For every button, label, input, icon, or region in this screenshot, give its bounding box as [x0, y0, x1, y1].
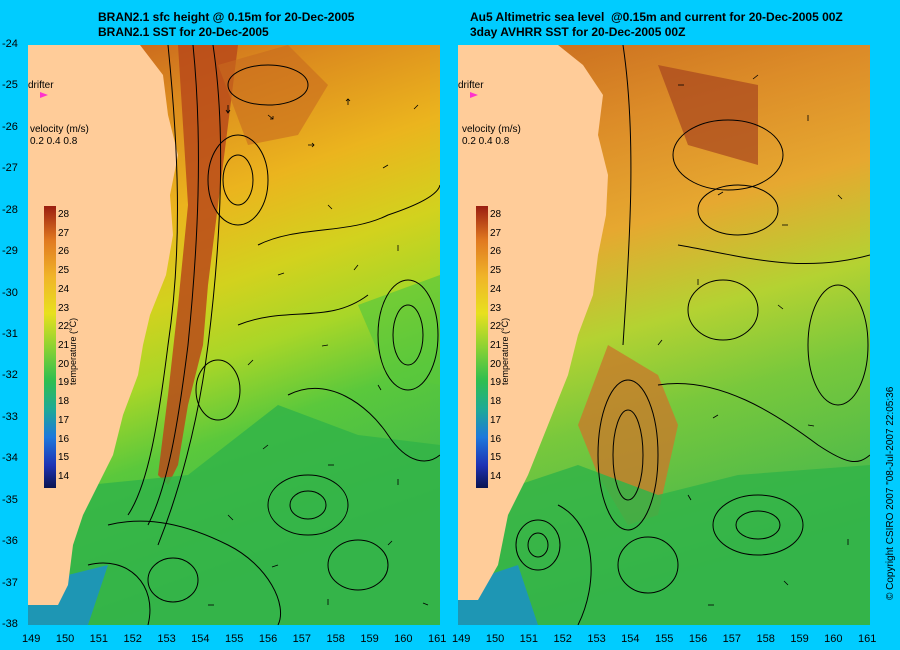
- right-drifter-label: drifter: [458, 80, 484, 91]
- copyright-text: © Copyright CSIRO 2007 "08-Jul-2007 22:0…: [885, 386, 896, 600]
- x-tick-label: 160: [824, 633, 843, 645]
- colorbar-value-label: 24: [490, 283, 502, 295]
- y-tick-label: -28: [2, 203, 18, 216]
- x-tick-label: 157: [722, 633, 742, 645]
- colorbar-value-label: 26: [58, 246, 70, 258]
- right-ssh-contours: [515, 45, 870, 625]
- colorbar-value-label: 25: [58, 265, 70, 277]
- x-tick-label: 149: [22, 633, 41, 645]
- x-tick-label: 161: [428, 633, 447, 645]
- y-tick-label: -32: [2, 369, 18, 382]
- y-tick-label: -33: [2, 410, 18, 423]
- colorbar-value-label: 22: [490, 321, 502, 333]
- x-tick-label: 156: [688, 633, 708, 645]
- colorbar-value-label: 20: [490, 358, 502, 370]
- left-map-panel: [28, 45, 440, 625]
- colorbar-value-label: 14: [490, 471, 502, 482]
- left-panel-title: BRAN2.1 sfc height @ 0.15m for 20-Dec-20…: [98, 10, 354, 40]
- x-tick-label: 155: [655, 633, 674, 645]
- y-tick-label: -31: [2, 328, 18, 340]
- x-tick-label: 159: [790, 633, 809, 645]
- y-tick-label: -26: [2, 120, 18, 133]
- right-title-line2: 3day AVHRR SST for 20-Dec-2005 00Z: [470, 25, 686, 39]
- colorbar-value-label: 28: [58, 209, 70, 220]
- left-title-line2: BRAN2.1 SST for 20-Dec-2005: [98, 25, 269, 39]
- colorbar-value-label: 18: [490, 396, 502, 408]
- x-tick-label: 154: [621, 633, 640, 645]
- right-colorbar: [476, 206, 488, 488]
- colorbar-value-label: 14: [58, 471, 70, 482]
- colorbar-value-label: 22: [58, 321, 70, 333]
- colorbar-value-label: 23: [58, 302, 70, 314]
- right-panel-title: Au5 Altimetric sea level @0.15m and curr…: [470, 10, 843, 40]
- colorbar-value-label: 28: [490, 209, 502, 220]
- colorbar-value-label: 27: [58, 227, 70, 239]
- colorbar-value-label: 18: [58, 396, 70, 408]
- x-tick-label: 161: [858, 633, 877, 645]
- x-tick-label: 157: [292, 633, 312, 645]
- x-tick-label: 150: [485, 633, 505, 645]
- right-drifter-marker-icon: [470, 92, 478, 98]
- y-tick-label: -37: [2, 576, 18, 589]
- colorbar-value-label: 27: [490, 227, 502, 239]
- x-tick-label: 149: [452, 633, 471, 645]
- left-drifter-marker-icon: [40, 92, 48, 98]
- x-tick-label: 156: [258, 633, 278, 645]
- left-velocity-title: velocity (m/s): [30, 124, 89, 135]
- colorbar-value-label: 24: [58, 283, 70, 295]
- left-drifter-label: drifter: [28, 80, 54, 91]
- left-velocity-scale: 0.2 0.4 0.8: [30, 136, 78, 147]
- right-colorbar-unit: temperature (°C): [500, 317, 510, 385]
- y-tick-label: -34: [2, 452, 18, 465]
- right-title-line1: Au5 Altimetric sea level @0.15m and curr…: [470, 10, 843, 24]
- x-tick-label: 151: [89, 633, 109, 645]
- x-tick-label: 159: [360, 633, 379, 645]
- colorbar-value-label: 26: [490, 246, 502, 258]
- colorbar-value-label: 16: [58, 433, 70, 445]
- colorbar-value-label: 15: [490, 452, 502, 464]
- colorbar-value-label: 16: [490, 433, 502, 445]
- left-map-svg: [28, 45, 440, 625]
- left-title-line1: BRAN2.1 sfc height @ 0.15m for 20-Dec-20…: [98, 10, 355, 24]
- y-tick-label: -30: [2, 286, 18, 299]
- left-ssh-contours: [87, 45, 440, 625]
- colorbar-value-label: 25: [490, 265, 502, 277]
- left-current-vectors: [208, 98, 429, 606]
- right-map-panel: [458, 45, 870, 625]
- x-tick-label: 158: [756, 633, 775, 645]
- left-colorbar: [44, 206, 56, 488]
- x-tick-label: 152: [553, 633, 572, 645]
- y-tick-label: -36: [2, 535, 18, 548]
- x-tick-label: 150: [55, 633, 75, 645]
- y-tick-label: -35: [2, 493, 18, 506]
- colorbar-value-label: 17: [58, 414, 70, 426]
- x-tick-label: 153: [157, 633, 176, 645]
- x-tick-label: 154: [191, 633, 210, 645]
- right-current-vectors: [657, 74, 849, 606]
- right-velocity-title: velocity (m/s): [462, 124, 521, 135]
- x-tick-label: 152: [123, 633, 142, 645]
- colorbar-value-label: 17: [490, 414, 502, 426]
- right-map-svg: [458, 45, 870, 625]
- colorbar-value-label: 19: [490, 377, 502, 389]
- y-tick-label: -29: [2, 245, 18, 258]
- x-tick-label: 153: [587, 633, 606, 645]
- left-colorbar-unit: temperature (°C): [68, 317, 78, 385]
- y-tick-label: -27: [2, 162, 18, 175]
- colorbar-value-label: 15: [58, 452, 70, 464]
- y-tick-label: -24: [2, 38, 18, 50]
- colorbar-value-label: 20: [58, 358, 70, 370]
- colorbar-value-label: 23: [490, 302, 502, 314]
- x-tick-label: 151: [519, 633, 539, 645]
- x-tick-label: 155: [225, 633, 244, 645]
- colorbar-value-label: 21: [490, 340, 502, 351]
- y-tick-label: -25: [2, 79, 18, 92]
- x-tick-label: 158: [326, 633, 345, 645]
- colorbar-value-label: 21: [58, 340, 70, 351]
- x-tick-label: 160: [394, 633, 413, 645]
- y-tick-label: -38: [2, 618, 18, 630]
- right-velocity-scale: 0.2 0.4 0.8: [462, 136, 510, 147]
- colorbar-value-label: 19: [58, 377, 70, 389]
